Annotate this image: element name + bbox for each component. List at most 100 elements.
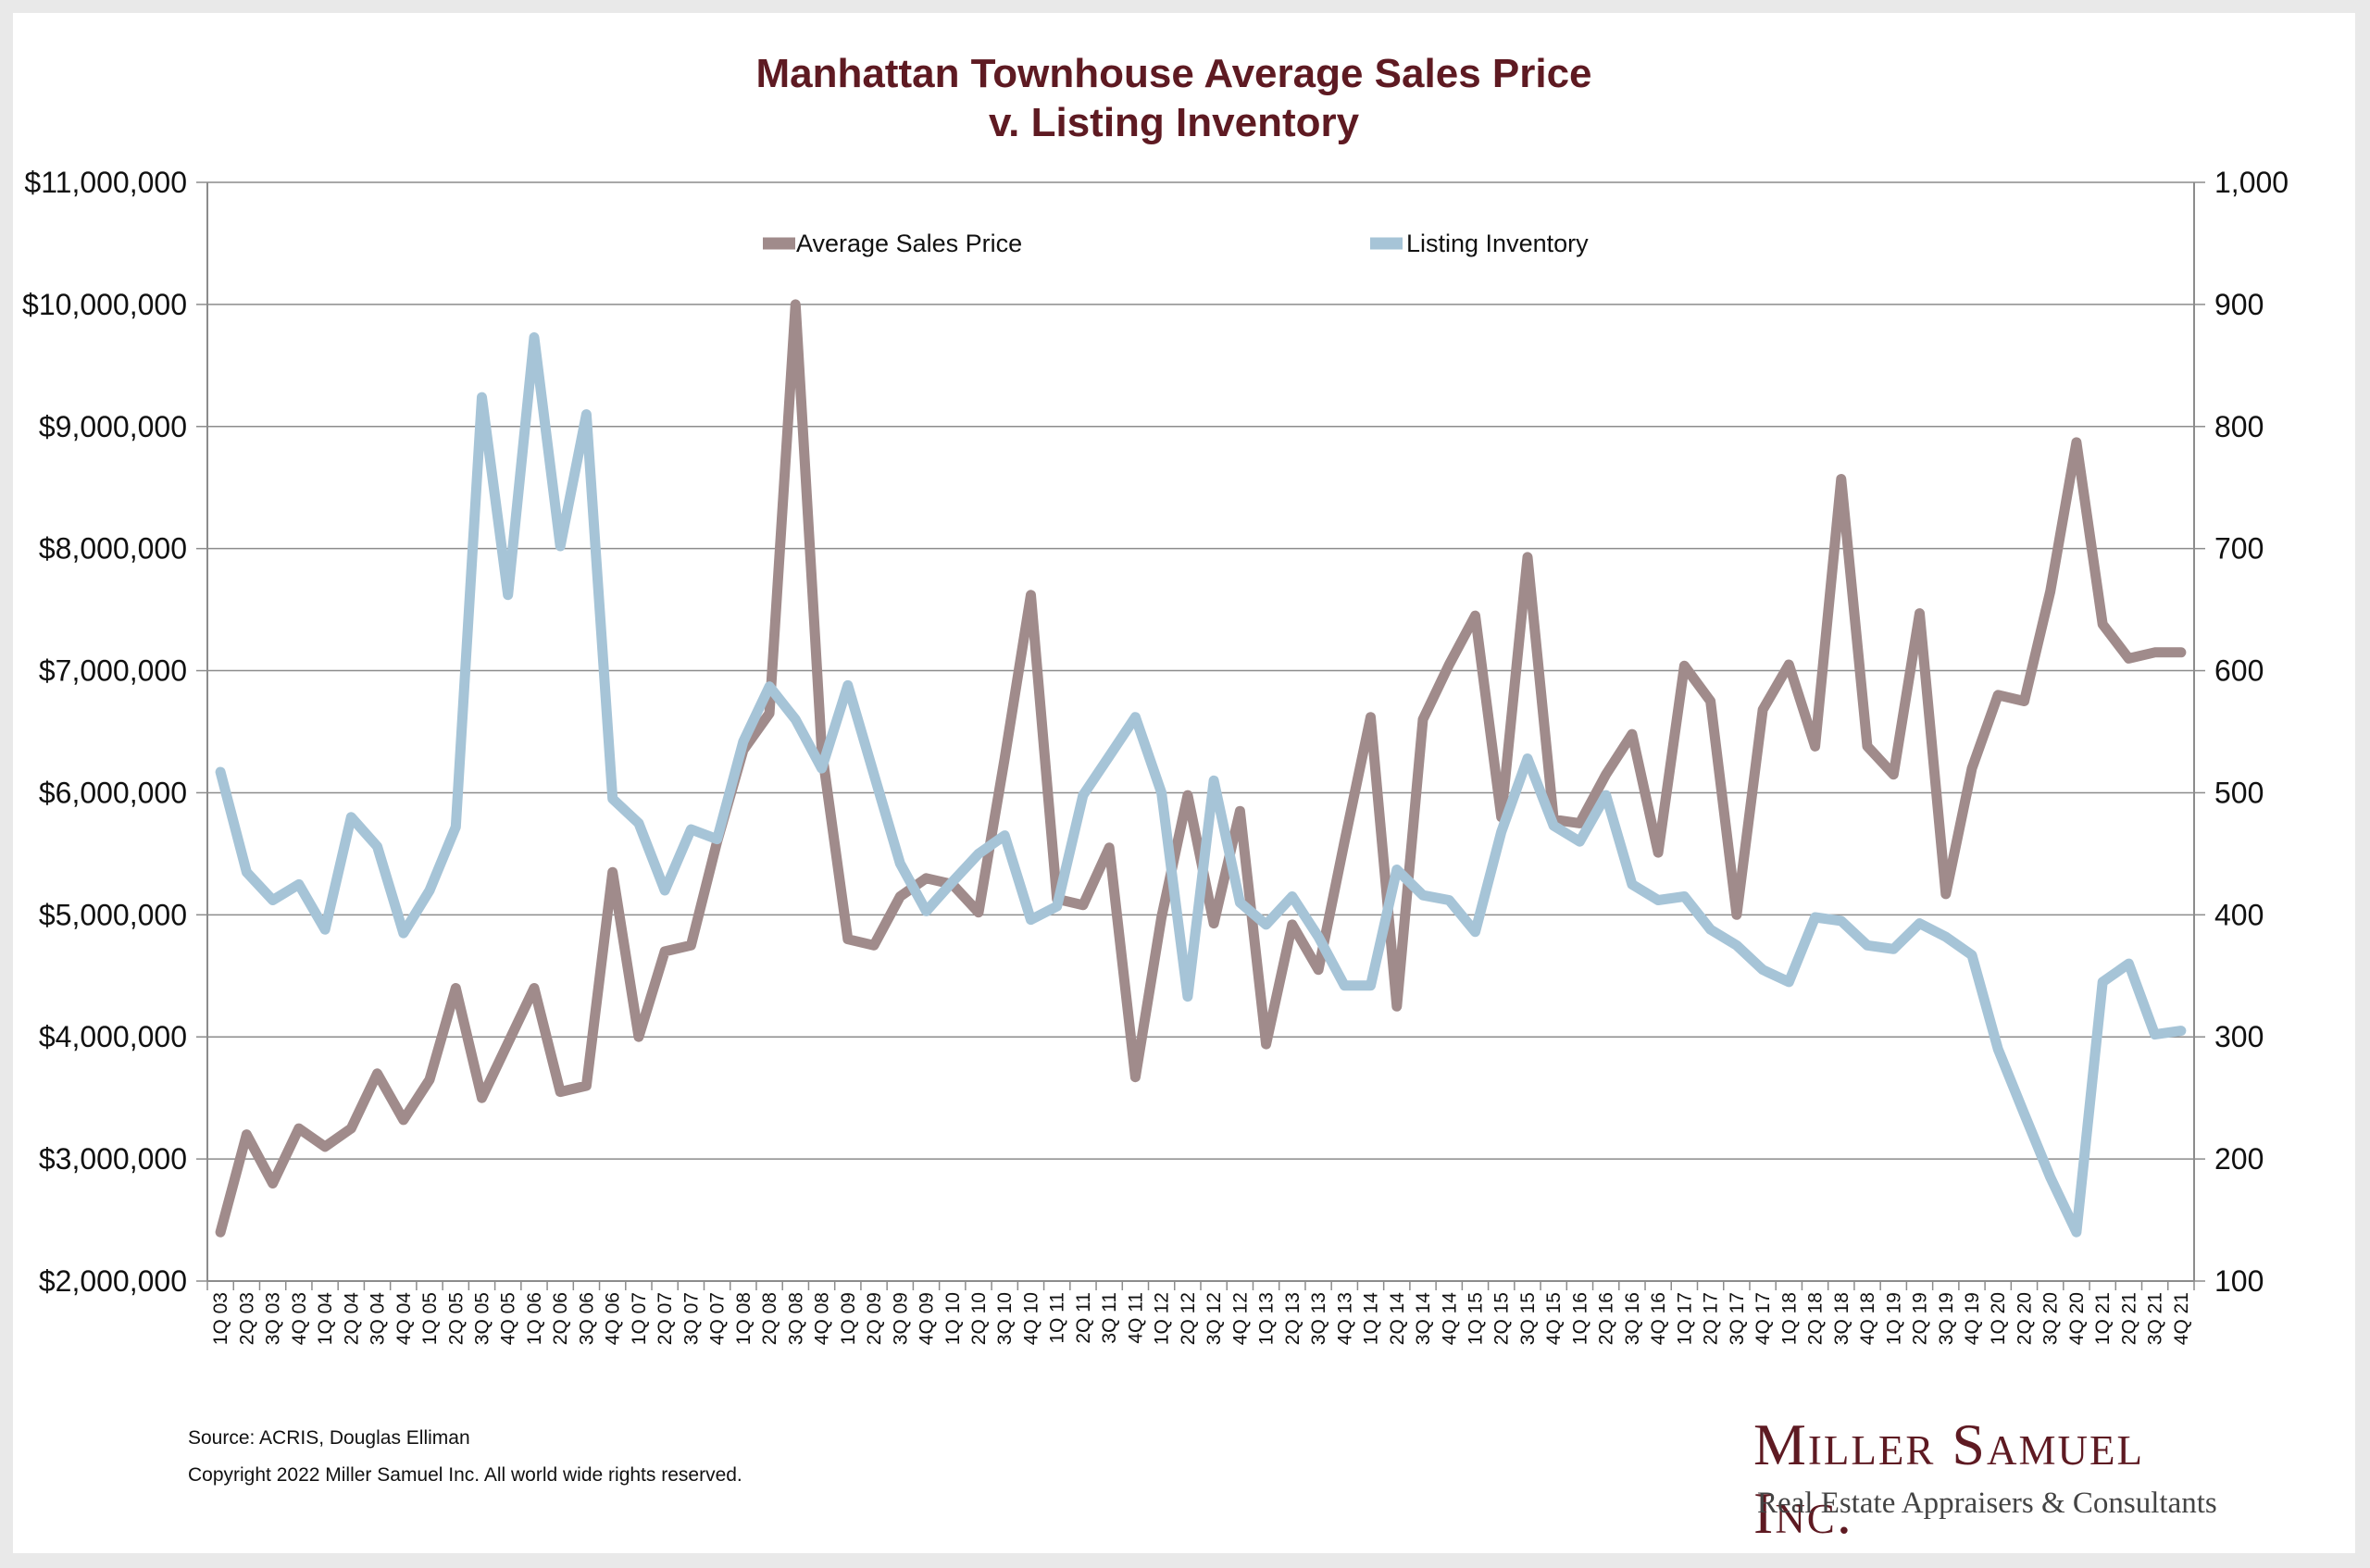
y-right-tick-label: 600 [2214, 654, 2264, 688]
x-tick-label: 2Q 12 [1178, 1292, 1199, 1345]
chart-title-line-1: Manhattan Townhouse Average Sales Price [755, 51, 1591, 96]
x-tick-label: 1Q 06 [524, 1292, 545, 1345]
y-right-tick-label: 1,000 [2214, 166, 2289, 199]
x-tick-label: 4Q 17 [1753, 1292, 1774, 1345]
x-tick-label: 3Q 14 [1413, 1292, 1434, 1346]
x-tick-label: 1Q 09 [838, 1292, 859, 1345]
x-tick-label: 1Q 04 [315, 1292, 336, 1346]
x-tick-label: 4Q 16 [1648, 1292, 1669, 1345]
x-tick-label: 2Q 06 [550, 1292, 571, 1345]
x-tick-label: 4Q 06 [603, 1292, 624, 1345]
x-tick-label: 4Q 20 [2066, 1292, 2088, 1345]
x-axis: 1Q 03 2Q 03 3Q 03 4Q 03 1Q 04 2Q 04 3Q 04 4Q 04… [210, 1292, 2192, 1346]
legend: Average Sales Price Listing Inventory [763, 230, 1589, 257]
x-tick-label: 3Q 19 [1936, 1292, 1957, 1345]
x-tick-label: 4Q 10 [1020, 1292, 1042, 1345]
company-logo-tagline: Real Estate Appraisers & Consultants [1757, 1487, 2217, 1520]
x-tick-label: 2Q 10 [968, 1292, 990, 1345]
x-tick-label: 3Q 09 [890, 1292, 911, 1345]
x-tick-label: 4Q 09 [917, 1292, 938, 1345]
x-tick-label: 1Q 19 [1883, 1292, 1904, 1345]
x-tick-label: 2Q 19 [1910, 1292, 1931, 1345]
x-tick-label: 2Q 16 [1596, 1292, 1617, 1345]
x-tick-label: 1Q 14 [1361, 1292, 1382, 1346]
y-left-tick-label: $5,000,000 [39, 898, 187, 931]
x-tick-label: 3Q 06 [576, 1292, 597, 1345]
x-tick-label: 3Q 03 [263, 1292, 284, 1345]
y-axis-right: 100 200 300 400 500 600 700 800 900 1,000 [2214, 166, 2289, 1298]
x-tick-label: 3Q 05 [471, 1292, 493, 1345]
x-tick-label: 3Q 07 [680, 1292, 702, 1345]
x-tick-label: 1Q 21 [2092, 1292, 2114, 1345]
axes [196, 181, 2205, 1290]
x-tick-label: 4Q 14 [1439, 1292, 1460, 1346]
x-tick-label: 2Q 07 [655, 1292, 676, 1345]
x-tick-label: 2Q 03 [236, 1292, 257, 1345]
gridlines [207, 181, 2194, 1282]
x-tick-label: 2Q 13 [1282, 1292, 1304, 1345]
x-tick-label: 2Q 18 [1805, 1292, 1827, 1345]
x-tick-label: 4Q 04 [393, 1292, 415, 1346]
x-tick-label: 3Q 04 [368, 1292, 389, 1346]
y-axis-left: $2,000,000 $3,000,000 $4,000,000 $5,000,000… [22, 166, 187, 1298]
y-right-tick-label: 800 [2214, 410, 2264, 443]
y-left-tick-label: $4,000,000 [39, 1020, 187, 1053]
y-right-tick-label: 900 [2214, 288, 2264, 321]
y-left-tick-label: $9,000,000 [39, 410, 187, 443]
y-right-tick-label: 100 [2214, 1264, 2264, 1298]
copyright-note: Copyright 2022 Miller Samuel Inc. All wo… [188, 1464, 742, 1486]
x-tick-label: 2Q 17 [1701, 1292, 1722, 1345]
x-tick-label: 3Q 17 [1727, 1292, 1748, 1345]
x-tick-label: 3Q 16 [1622, 1292, 1643, 1345]
y-right-tick-label: 500 [2214, 776, 2264, 809]
x-tick-label: 4Q 12 [1229, 1292, 1251, 1345]
x-tick-label: 3Q 13 [1308, 1292, 1329, 1345]
chart-title-line-2: v. Listing Inventory [989, 100, 1360, 145]
x-tick-label: 2Q 21 [2118, 1292, 2139, 1345]
x-tick-label: 4Q 07 [707, 1292, 729, 1345]
x-tick-label: 1Q 10 [942, 1292, 964, 1345]
series-line-listing-inventory [215, 332, 2187, 1238]
x-tick-label: 2Q 05 [445, 1292, 467, 1345]
x-tick-label: 4Q 13 [1334, 1292, 1355, 1345]
x-tick-label: 2Q 04 [341, 1292, 362, 1346]
x-tick-label: 4Q 08 [812, 1292, 833, 1345]
y-left-tick-label: $6,000,000 [39, 776, 187, 809]
y-right-tick-label: 300 [2214, 1020, 2264, 1053]
x-tick-label: 3Q 20 [2040, 1292, 2062, 1345]
x-tick-label: 4Q 03 [289, 1292, 310, 1345]
series-lines [215, 299, 2187, 1238]
x-tick-label: 1Q 17 [1674, 1292, 1695, 1345]
x-tick-label: 2Q 15 [1491, 1292, 1513, 1345]
x-tick-label: 1Q 20 [1988, 1292, 2009, 1345]
x-tick-label: 1Q 05 [419, 1292, 441, 1345]
legend-label-listing-inventory: Listing Inventory [1406, 230, 1589, 257]
x-tick-label: 1Q 15 [1465, 1292, 1486, 1345]
x-tick-label: 3Q 11 [1099, 1292, 1120, 1344]
x-tick-label: 3Q 18 [1831, 1292, 1852, 1345]
x-tick-label: 2Q 09 [864, 1292, 885, 1345]
source-note: Source: ACRIS, Douglas Elliman [188, 1427, 470, 1449]
x-tick-label: 1Q 18 [1778, 1292, 1800, 1345]
y-right-tick-label: 200 [2214, 1142, 2264, 1176]
x-tick-label: 3Q 08 [785, 1292, 806, 1345]
legend-label-average-sales-price: Average Sales Price [796, 230, 1022, 257]
y-left-tick-label: $2,000,000 [39, 1264, 187, 1298]
x-tick-label: 1Q 08 [733, 1292, 755, 1345]
x-tick-label: 4Q 15 [1543, 1292, 1565, 1345]
x-tick-label: 3Q 21 [2145, 1292, 2166, 1345]
y-left-tick-label: $8,000,000 [39, 532, 187, 566]
y-right-tick-label: 400 [2214, 898, 2264, 931]
x-tick-label: 4Q 19 [1962, 1292, 1983, 1345]
series-line-average-sales-price [215, 299, 2187, 1238]
x-tick-label: 2Q 08 [759, 1292, 780, 1345]
x-tick-label: 1Q 03 [210, 1292, 231, 1345]
y-left-tick-label: $7,000,000 [39, 654, 187, 688]
x-tick-label: 2Q 20 [2014, 1292, 2035, 1345]
x-tick-label: 4Q 05 [498, 1292, 519, 1345]
y-left-tick-label: $10,000,000 [22, 288, 187, 321]
x-tick-label: 1Q 12 [1152, 1292, 1173, 1345]
chart: Manhattan Townhouse Average Sales Price … [22, 51, 2289, 1346]
x-tick-label: 1Q 16 [1569, 1292, 1590, 1345]
y-right-tick-label: 700 [2214, 532, 2264, 566]
